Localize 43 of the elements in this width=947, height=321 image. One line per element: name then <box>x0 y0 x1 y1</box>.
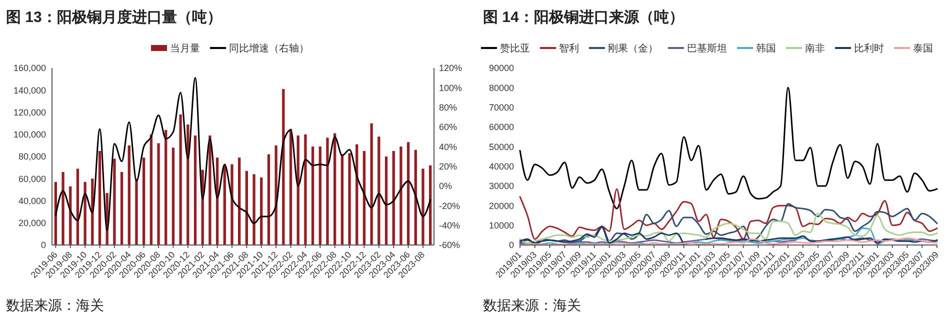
y-tick-label: 80,000 <box>18 152 46 162</box>
chart-title: 图 14：阳极铜进口来源（吨） <box>483 9 684 26</box>
y-tick-label: 0 <box>40 240 46 250</box>
legend-label: 韩国 <box>756 42 776 54</box>
y2-tick-label: 100% <box>439 82 462 93</box>
y2-tick-label: 40% <box>439 142 458 152</box>
y2-tick-label: -20% <box>439 200 460 211</box>
legend-label: 刚果（金） <box>608 42 658 54</box>
y-tick-label: 50000 <box>488 142 514 152</box>
y2-tick-label: 120% <box>439 63 462 74</box>
y-tick-label: 0 <box>508 240 514 250</box>
y2-tick-label: 60% <box>439 122 458 132</box>
y-tick-label: 60000 <box>488 122 514 132</box>
y2-tick-label: -60% <box>439 240 460 250</box>
y-tick-label: 60,000 <box>18 174 46 184</box>
source-note: 数据来源：海关 <box>483 297 581 313</box>
source-note: 数据来源：海关 <box>6 297 104 313</box>
chart-title: 图 13：阳极铜月度进口量（吨） <box>6 8 222 26</box>
y-tick-label: 100,000 <box>13 130 46 140</box>
y2-tick-label: 80% <box>439 102 458 112</box>
y-tick-label: 70000 <box>488 102 514 112</box>
y-tick-label: 30000 <box>488 181 514 192</box>
y-tick-label: 90000 <box>488 63 514 74</box>
y2-tick-label: -40% <box>439 220 460 230</box>
y-tick-label: 20,000 <box>18 218 46 228</box>
y-tick-label: 120,000 <box>13 107 46 118</box>
y-tick-label: 40000 <box>488 161 514 172</box>
y-tick-label: 40,000 <box>18 196 46 206</box>
legend-label: 比利时 <box>854 42 884 54</box>
legend-label: 南非 <box>805 42 825 54</box>
y2-tick-label: 20% <box>439 161 458 172</box>
y-tick-label: 80000 <box>488 82 514 93</box>
legend-label: 当月量 <box>170 42 200 54</box>
legend-label: 智利 <box>559 42 579 54</box>
y2-tick-label: 0% <box>439 181 452 192</box>
y-tick-label: 160,000 <box>13 63 46 74</box>
legend-label: 同比增速（右轴） <box>229 42 309 54</box>
legend-label: 赞比亚 <box>500 42 530 54</box>
y-tick-label: 10000 <box>488 220 514 230</box>
legend-label: 巴基斯坦 <box>687 42 727 54</box>
legend-label: 泰国 <box>913 44 933 54</box>
y-tick-label: 20000 <box>488 200 514 211</box>
y-tick-label: 140,000 <box>13 85 46 96</box>
